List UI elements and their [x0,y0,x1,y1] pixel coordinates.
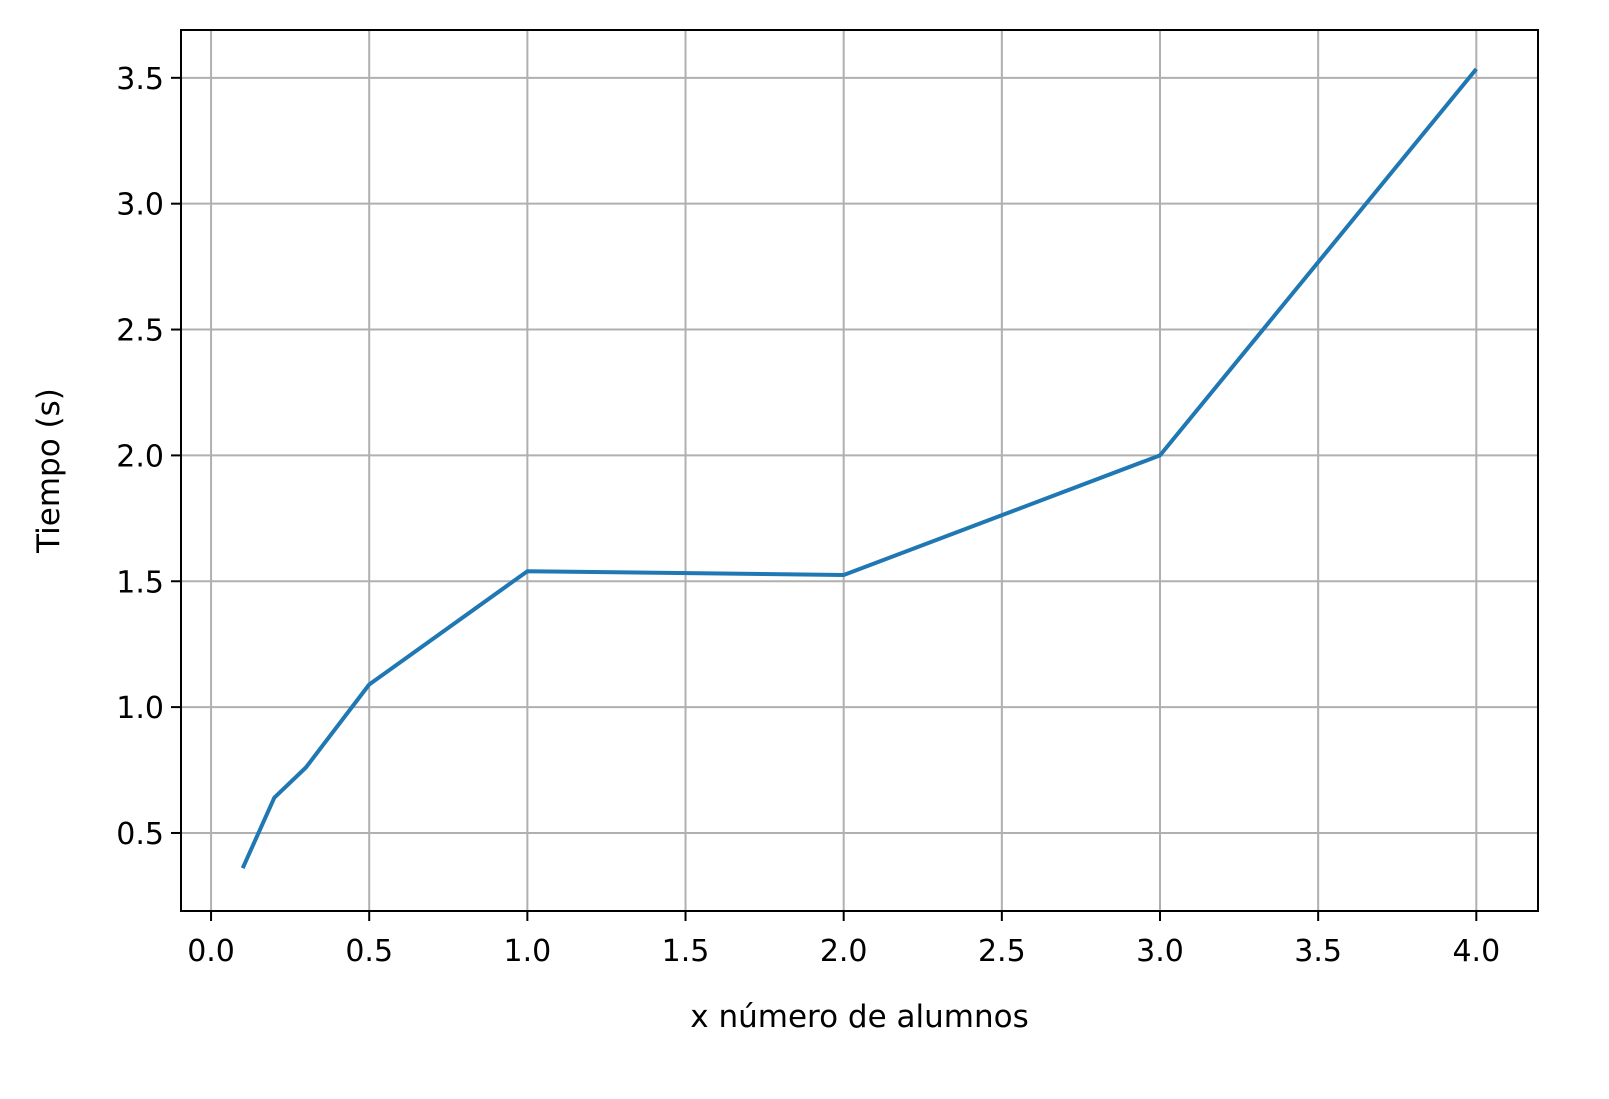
x-tick-label: 0.0 [187,934,235,969]
y-tick-label: 2.0 [116,439,164,474]
x-tick-label: 2.5 [978,934,1026,969]
plot-frame [180,29,1539,912]
x-tick-label: 2.0 [820,934,868,969]
grid [181,30,1538,911]
x-tick-label: 4.0 [1452,934,1500,969]
y-tick-label: 2.5 [116,314,164,349]
x-tick-label: 1.0 [504,934,552,969]
series-line [240,67,1478,870]
y-tick-label: 3.0 [116,188,164,223]
x-axis-label: x número de alumnos [690,999,1028,1035]
y-tick-label: 0.5 [116,817,164,852]
y-tick-label: 1.5 [116,565,164,600]
x-tick-label: 3.0 [1136,934,1184,969]
y-axis: 0.5 1.0 1.5 2.0 2.5 3.0 3.5 [116,62,181,852]
y-tick-label: 3.5 [116,62,164,97]
x-tick-label: 0.5 [345,934,393,969]
y-tick-label: 1.0 [116,691,164,726]
x-tick-label: 1.5 [662,934,710,969]
series-layer [240,67,1478,870]
x-axis: 0.0 0.5 1.0 1.5 2.0 2.5 3.0 3.5 4.0 [187,911,1500,969]
y-axis-label: Tiempo (s) [31,388,67,554]
x-tick-label: 3.5 [1294,934,1342,969]
